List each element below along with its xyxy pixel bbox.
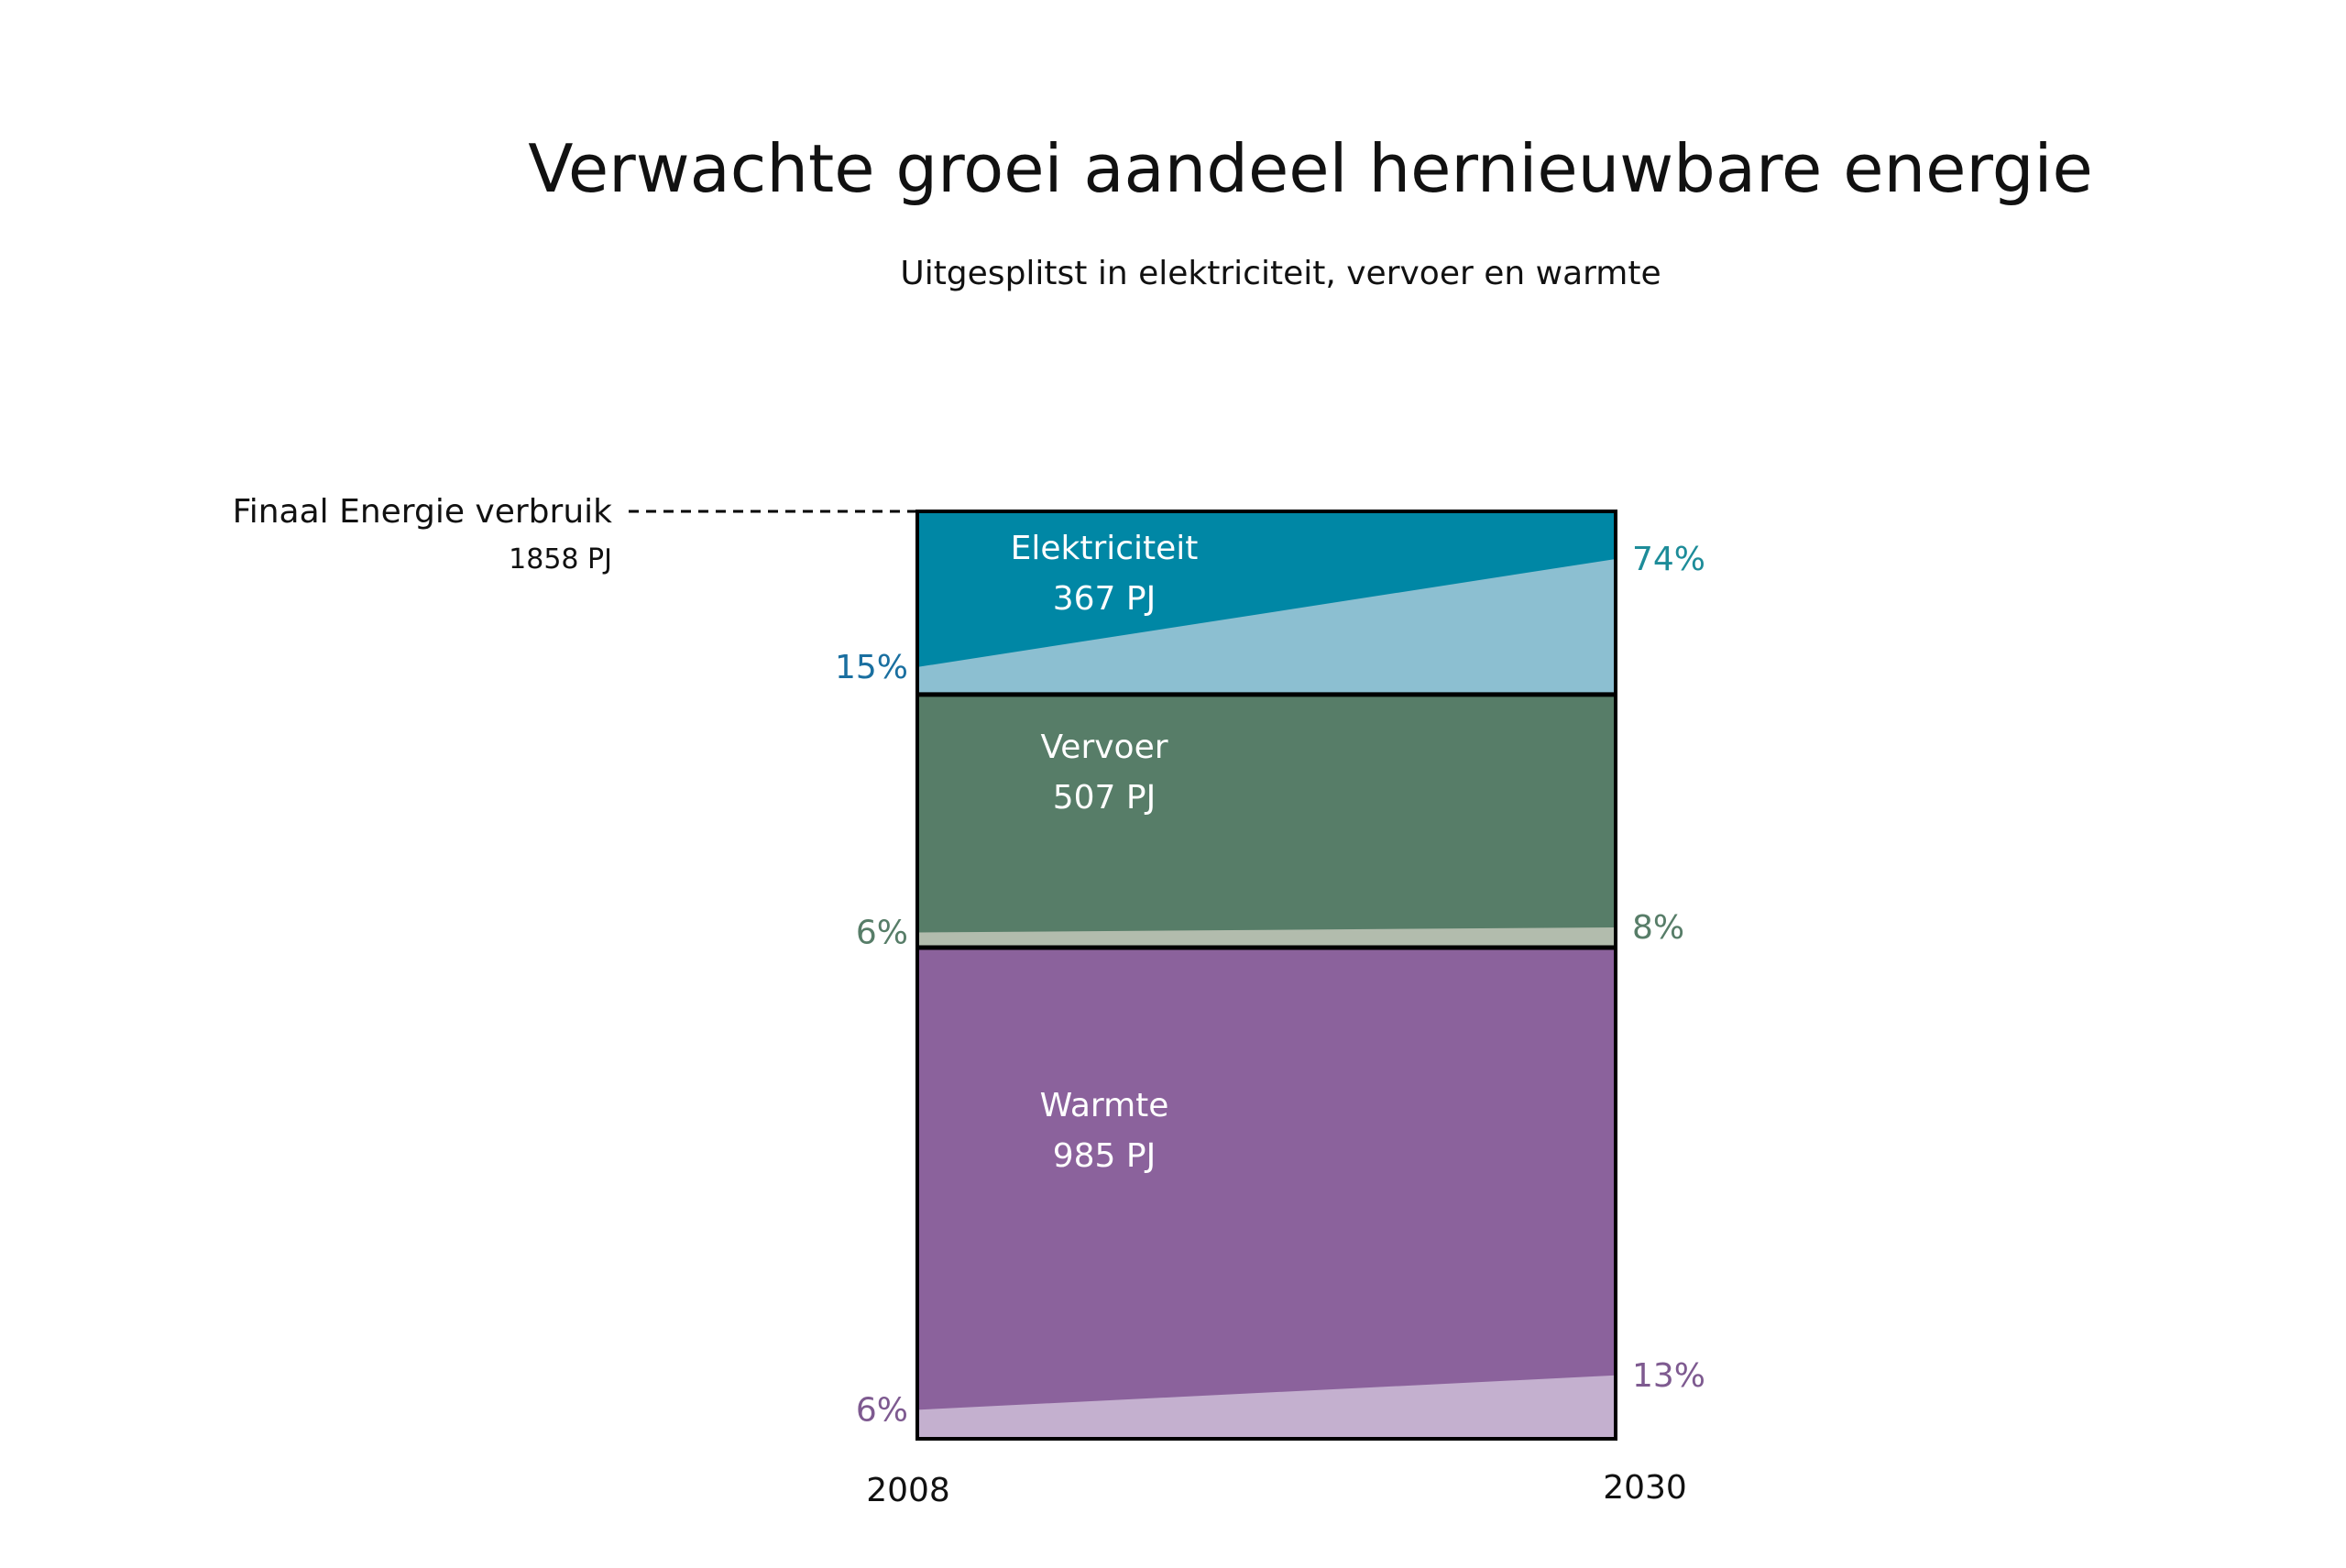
- sector-value-vervoer: 507 PJ: [1053, 779, 1156, 817]
- band-vervoer: [917, 694, 1616, 948]
- chart-title: Verwachte groei aandeel hernieuwbare ene…: [528, 130, 2093, 207]
- renewable-wedge-vervoer: [917, 927, 1616, 948]
- total-value: 1858 PJ: [509, 543, 612, 576]
- share-2008-warmte: 6%: [856, 1391, 908, 1429]
- renewable-wedge-elektriciteit: [917, 558, 1616, 695]
- share-2008-vervoer: 6%: [856, 914, 908, 951]
- share-2030-warmte: 13%: [1632, 1357, 1705, 1395]
- x-tick-2008: 2008: [866, 1472, 950, 1509]
- share-2030-elektriciteit: 74%: [1632, 541, 1705, 578]
- total-label: Finaal Energie verbruik: [233, 493, 613, 531]
- x-tick-2030: 2030: [1603, 1469, 1687, 1507]
- renewable-wedge-warmte: [917, 1375, 1616, 1440]
- share-2008-elektriciteit: 15%: [835, 649, 908, 686]
- share-2030-vervoer: 8%: [1632, 909, 1684, 947]
- chart-subtitle: Uitgesplitst in elektriciteit, vervoer e…: [900, 255, 1661, 292]
- chart-frame: [915, 510, 1617, 1441]
- sector-label-vervoer: Vervoer: [1040, 729, 1168, 766]
- sector-label-warmte: Warmte: [1040, 1087, 1169, 1124]
- sector-value-elektriciteit: 367 PJ: [1053, 580, 1156, 618]
- sector-label-elektriciteit: Elektriciteit: [1011, 530, 1199, 567]
- sector-value-warmte: 985 PJ: [1053, 1137, 1156, 1175]
- band-warmte: [917, 948, 1616, 1440]
